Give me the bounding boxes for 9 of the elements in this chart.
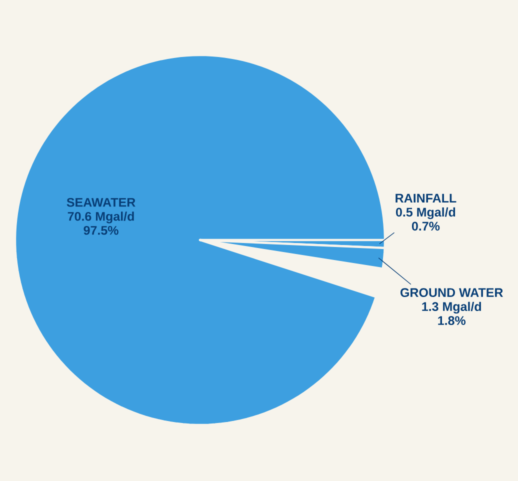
slice-label: SEAWATER [66, 198, 136, 207]
slice-label: GROUND WATER [400, 288, 503, 298]
data-label: 0.5 Mgal/d [396, 207, 456, 220]
data-label: 70.6 Mgal/d [68, 212, 134, 224]
text: 0.7% [412, 222, 440, 231]
text: 97.5% [84, 226, 118, 235]
data-label: 1.3 Mgal/d [422, 302, 481, 314]
text: 1.8% [438, 316, 466, 326]
slice-label: RAINFALL [396, 194, 456, 202]
